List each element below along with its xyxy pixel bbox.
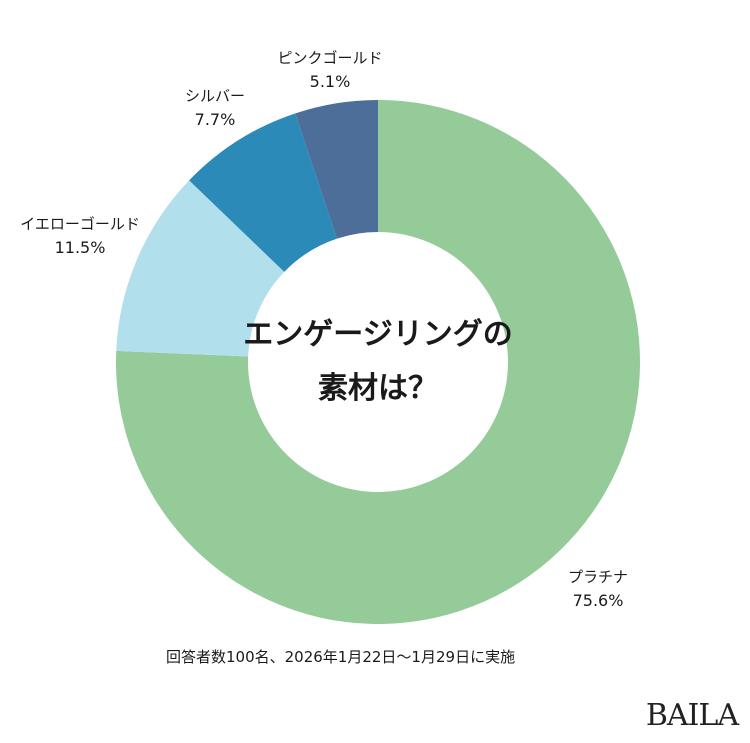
label-value: 11.5%: [54, 238, 106, 257]
label-name: ピンクゴールド: [277, 49, 383, 67]
label-value: 75.6%: [572, 591, 624, 610]
title-line-1: エンゲージリングの: [243, 317, 513, 352]
donut-slice-3: [295, 100, 378, 239]
label-value: 5.1%: [309, 72, 351, 91]
baila-logo: BAILA: [645, 698, 739, 733]
label-name: イエローゴールド: [20, 215, 140, 233]
donut-slice-1: [116, 180, 285, 357]
label-platinum: プラチナ 75.6%: [568, 565, 628, 613]
label-value: 7.7%: [194, 110, 236, 129]
label-name: プラチナ: [567, 568, 629, 586]
label-pink-gold: ピンクゴールド 5.1%: [277, 46, 382, 94]
survey-note: 回答者数100名、2026年1月22日〜1月29日に実施: [166, 648, 516, 666]
chart-title: エンゲージリングの 素材は？: [243, 308, 512, 416]
label-yellow-gold: イエローゴールド 11.5%: [20, 212, 140, 260]
donut-slice-2: [189, 113, 338, 272]
label-name: シルバー: [184, 87, 246, 105]
title-line-2: 素材は？: [318, 371, 438, 406]
donut-slice-0: [115, 100, 640, 624]
label-silver: シルバー 7.7%: [185, 84, 245, 132]
